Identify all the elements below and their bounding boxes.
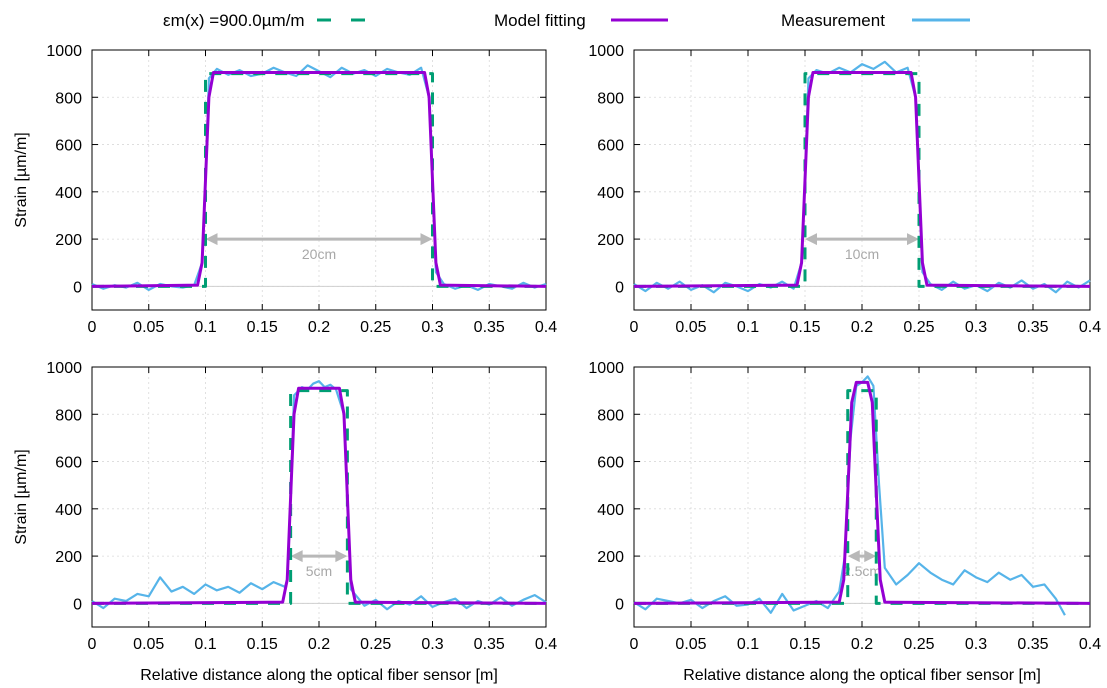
x-tick-label: 0.15: [789, 636, 820, 653]
y-tick-label: 400: [597, 185, 624, 202]
width-arrow-head-left: [205, 233, 218, 246]
y-tick-label: 800: [597, 90, 624, 107]
width-arrow-head-right: [335, 550, 348, 563]
panel-3: 0 0.05 0.1 0.15 0.2 0.25 0.3 0.35 0.4 0 200 400 600 8…: [13, 360, 557, 684]
x-tick-label: 0: [88, 319, 97, 336]
x-tick-label: 0.25: [360, 636, 391, 653]
series-line-model: [633, 70, 1091, 288]
width-annotation-label: 5cm: [306, 563, 332, 579]
width-arrow-head-left: [805, 233, 817, 246]
y-tick-label: 600: [597, 138, 624, 155]
x-tick-label: 0.2: [308, 636, 330, 653]
x-tick-label: 0.05: [675, 636, 706, 653]
y-axis-label: Strain [µm/m]: [13, 132, 30, 227]
width-arrow-head-right: [864, 550, 877, 563]
y-tick-label: 0: [73, 279, 82, 296]
x-tick-label: 0.2: [851, 636, 873, 653]
y-tick-label: 600: [597, 455, 624, 472]
width-annotation-label: 20cm: [302, 246, 336, 262]
x-tick-label: 0.05: [675, 319, 706, 336]
panel-2: 0 0.05 0.1 0.15 0.2 0.25 0.3 0.35 0.4 0 200 400 600 8…: [588, 43, 1101, 336]
x-tick-label: 0: [630, 636, 639, 653]
y-tick-label: 0: [615, 279, 624, 296]
x-tick-label: 0.35: [1017, 636, 1048, 653]
width-arrow-head-right: [420, 233, 433, 246]
y-tick-label: 200: [597, 549, 624, 566]
legend-design-label: εm(x) =900.0µm/m: [163, 11, 305, 30]
x-axis-label: Relative distance along the optical fibe…: [683, 667, 1041, 684]
panel-1: 0 0.05 0.1 0.15 0.2 0.25 0.3 0.35 0.4 0 200 400 600 8…: [13, 43, 557, 336]
y-tick-label: 400: [55, 185, 82, 202]
x-tick-label: 0.15: [247, 636, 278, 653]
x-tick-label: 0.1: [194, 319, 216, 336]
width-arrow-head-right: [907, 233, 919, 246]
x-tick-label: 0.15: [247, 319, 278, 336]
y-tick-label: 1000: [588, 43, 624, 60]
y-tick-label: 1000: [588, 360, 624, 377]
series-line-measurement: [633, 375, 1066, 616]
panel-4: 0 0.05 0.1 0.15 0.2 0.25 0.3 0.35 0.4 0 200 400 600 8…: [588, 360, 1101, 684]
x-tick-label: 0.2: [851, 319, 873, 336]
legend-model-label: Model fitting: [494, 11, 586, 30]
x-tick-label: 0.1: [737, 319, 759, 336]
x-tick-label: 0.4: [1079, 319, 1101, 336]
x-tick-label: 0.1: [194, 636, 216, 653]
series-line-model: [91, 70, 547, 288]
y-tick-label: 200: [55, 549, 82, 566]
width-arrow-head-left: [847, 550, 860, 563]
y-tick-label: 200: [55, 232, 82, 249]
y-tick-label: 400: [597, 502, 624, 519]
x-tick-label: 0.4: [535, 319, 557, 336]
x-tick-label: 0.3: [421, 636, 443, 653]
x-tick-label: 0.25: [903, 636, 934, 653]
x-tick-label: 0.25: [360, 319, 391, 336]
legend: εm(x) =900.0µm/m Model fitting Measureme…: [163, 11, 970, 30]
y-tick-label: 0: [615, 596, 624, 613]
y-tick-label: 0: [73, 596, 82, 613]
y-axis-label: Strain [µm/m]: [13, 449, 30, 544]
width-annotation-label: 10cm: [845, 246, 879, 262]
x-axis-label: Relative distance along the optical fibe…: [140, 667, 498, 684]
x-tick-label: 0.05: [133, 319, 164, 336]
x-tick-label: 0.15: [789, 319, 820, 336]
x-tick-label: 0.35: [1017, 319, 1048, 336]
series-line-model: [91, 386, 547, 605]
x-tick-label: 0.4: [1079, 636, 1101, 653]
x-tick-label: 0.1: [737, 636, 759, 653]
legend-measurement-label: Measurement: [781, 11, 885, 30]
x-tick-label: 0.2: [308, 319, 330, 336]
x-tick-label: 0.3: [421, 319, 443, 336]
y-tick-label: 600: [55, 455, 82, 472]
x-tick-label: 0.4: [535, 636, 557, 653]
x-tick-label: 0: [88, 636, 97, 653]
x-tick-label: 0.3: [965, 319, 987, 336]
x-tick-label: 0.35: [474, 636, 505, 653]
series-line-model: [633, 380, 1091, 605]
y-tick-label: 800: [55, 90, 82, 107]
width-arrow-head-left: [290, 550, 303, 563]
panels: 0 0.05 0.1 0.15 0.2 0.25 0.3 0.35 0.4 0 200 400 600 8…: [13, 43, 1101, 684]
y-tick-label: 1000: [46, 43, 82, 60]
y-tick-label: 1000: [46, 360, 82, 377]
y-tick-label: 800: [597, 407, 624, 424]
y-tick-label: 400: [55, 502, 82, 519]
y-tick-label: 200: [597, 232, 624, 249]
width-annotation-label: 2.5cm: [843, 563, 881, 579]
x-tick-label: 0.05: [133, 636, 164, 653]
x-tick-label: 0.25: [903, 319, 934, 336]
y-tick-label: 600: [55, 138, 82, 155]
x-tick-label: 0.35: [474, 319, 505, 336]
x-tick-label: 0.3: [965, 636, 987, 653]
y-tick-label: 800: [55, 407, 82, 424]
series-line-measurement: [91, 380, 547, 611]
x-tick-label: 0: [630, 319, 639, 336]
